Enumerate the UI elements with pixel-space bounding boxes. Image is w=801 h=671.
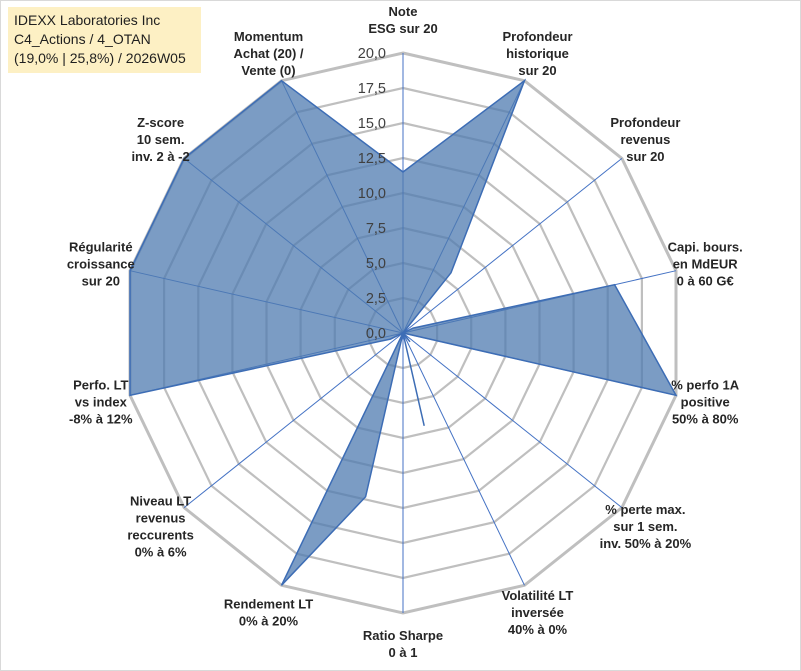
axis-label-10-line-0: Perfo. LT: [73, 378, 128, 393]
axis-label-5-line-2: inv. 50% à 20%: [600, 536, 692, 551]
axis-label-1-line-0: Profondeur: [502, 29, 572, 44]
tick-label-5: 12,5: [358, 151, 386, 167]
axis-label-3-line-0: Capi. bours.: [668, 240, 743, 255]
axis-label-12-line-2: inv. 2 à -2: [131, 149, 189, 164]
axis-label-5-line-1: sur 1 sem.: [613, 519, 677, 534]
axis-label-0-line-1: ESG sur 20: [368, 21, 437, 36]
axis-label-2-line-2: sur 20: [626, 149, 664, 164]
axis-spoke-5: [402, 332, 623, 508]
axis-label-13-line-0: Momentum: [234, 29, 303, 44]
axis-label-10-line-2: -8% à 12%: [69, 412, 133, 427]
axis-label-2: Profondeur revenus sur 20: [610, 115, 680, 164]
axis-label-13-line-2: Vente (0): [241, 63, 295, 78]
axis-label-2-line-1: revenus: [620, 132, 670, 147]
axis-label-4-line-0: % perfo 1A: [671, 378, 740, 393]
axis-label-6-line-1: inversée: [511, 605, 564, 620]
axis-spoke-2: [402, 158, 623, 334]
series-area: [129, 78, 678, 586]
radial-tick-labels: 0,0 2,5 5,0 7,5 10,0 12,5 15,0 17,5 20,0: [358, 46, 386, 342]
axis-label-3-line-2: 0 à 60 G€: [677, 274, 734, 289]
axis-label-0-line-0: Note: [389, 4, 418, 19]
chart-title-box: IDEXX Laboratories Inc C4_Actions / 4_OT…: [8, 7, 201, 73]
axis-label-0: Note ESG sur 20: [368, 4, 437, 36]
axis-label-8: Rendement LT 0% à 20%: [224, 596, 313, 628]
axis-label-9-line-3: 0% à 6%: [135, 544, 187, 559]
axis-label-5: % perte max. sur 1 sem. inv. 50% à 20%: [600, 502, 692, 551]
axis-label-13: Momentum Achat (20) / Vente (0): [233, 29, 303, 78]
axis-label-11-line-1: croissance: [67, 257, 135, 272]
axis-labels: Note ESG sur 20 Profondeur historique sur 20…: [67, 4, 743, 660]
axis-label-4: % perfo 1A positive 50% à 80%: [671, 378, 740, 427]
axis-label-8-line-1: 0% à 20%: [239, 613, 299, 628]
tick-label-3: 7,5: [366, 221, 386, 237]
tick-label-8: 20,0: [358, 46, 386, 62]
axis-label-4-line-2: 50% à 80%: [672, 412, 739, 427]
tick-label-4: 10,0: [358, 186, 386, 202]
axis-label-4-line-1: positive: [681, 395, 730, 410]
axis-label-3: Capi. bours. en MdEUR 0 à 60 G€: [668, 240, 743, 289]
axis-spoke-6: [402, 332, 525, 586]
axis-label-2-line-0: Profondeur: [610, 115, 680, 130]
axis-label-1-line-2: sur 20: [518, 63, 556, 78]
axis-spoke-9: [183, 332, 404, 508]
tick-label-2: 5,0: [366, 256, 386, 272]
axis-label-9-line-0: Niveau LT: [130, 493, 191, 508]
axis-label-7-line-0: Ratio Sharpe: [363, 628, 443, 643]
axis-label-9-line-2: reccurents: [127, 527, 193, 542]
axis-label-8-line-0: Rendement LT: [224, 596, 313, 611]
axis-label-1: Profondeur historique sur 20: [502, 29, 572, 78]
tick-label-0: 0,0: [366, 326, 386, 342]
radar-series: [129, 78, 678, 586]
axis-label-13-line-1: Achat (20) /: [233, 46, 303, 61]
chart-title-stats: (19,0% | 25,8%) / 2026W05: [14, 50, 186, 66]
axis-label-5-line-0: % perte max.: [605, 502, 685, 517]
tick-label-6: 15,0: [358, 116, 386, 132]
tick-label-1: 2,5: [366, 291, 386, 307]
axis-label-11-line-2: sur 20: [82, 274, 120, 289]
chart-title-company: IDEXX Laboratories Inc: [14, 12, 161, 28]
axis-label-1-line-1: historique: [506, 46, 569, 61]
axis-label-7: Ratio Sharpe 0 à 1: [363, 628, 443, 660]
axis-label-6: Volatilité LT inversée 40% à 0%: [502, 588, 574, 637]
chart-title-category: C4_Actions / 4_OTAN: [14, 31, 151, 47]
tick-label-7: 17,5: [358, 81, 386, 97]
axis-label-11: Régularité croissance sur 20: [67, 240, 135, 289]
axis-label-12: Z-score 10 sem. inv. 2 à -2: [131, 115, 189, 164]
axis-label-9-line-1: revenus: [136, 510, 186, 525]
axis-label-12-line-1: 10 sem.: [137, 132, 185, 147]
axis-label-6-line-2: 40% à 0%: [508, 622, 568, 637]
axis-label-10: Perfo. LT vs index -8% à 12%: [69, 378, 133, 427]
axis-label-6-line-0: Volatilité LT: [502, 588, 574, 603]
axis-label-7-line-1: 0 à 1: [389, 645, 418, 660]
axis-label-10-line-1: vs index: [75, 395, 128, 410]
axis-label-11-line-0: Régularité: [69, 240, 133, 255]
axis-label-3-line-1: en MdEUR: [673, 257, 739, 272]
axis-label-12-line-0: Z-score: [137, 115, 184, 130]
axis-label-9: Niveau LT revenus reccurents 0% à 6%: [127, 493, 193, 559]
